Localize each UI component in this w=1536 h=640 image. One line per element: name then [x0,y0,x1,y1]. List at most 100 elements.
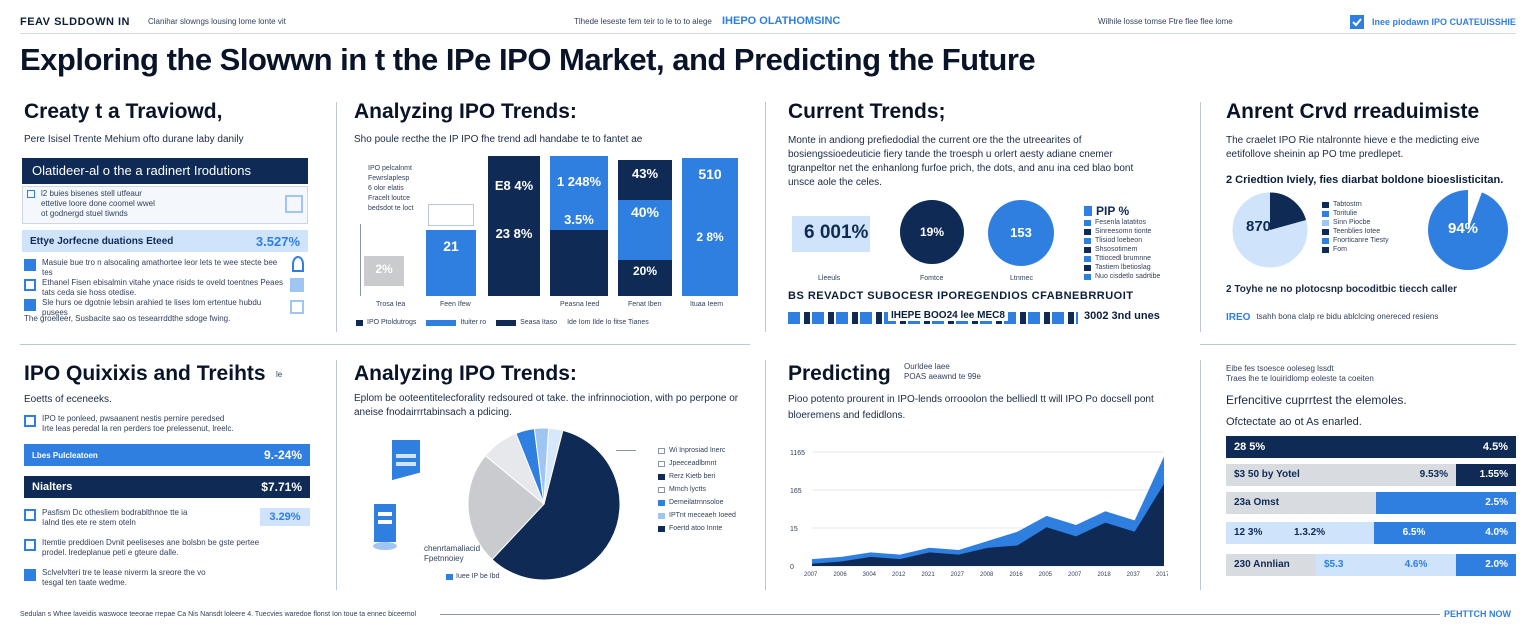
table-row[interactable]: 23a Omst 2.5% [1226,492,1516,514]
server-illustration-icon [373,440,420,550]
top-mid-text: Tlhede leseste fem teir to le to to aleg… [574,17,712,26]
section-1-blue-bar[interactable]: Ettye Jorfecne duations Eteed 3.527% [22,230,308,252]
section-3-para: Monte in andiong prefiedodial the curren… [788,135,1134,188]
mini-chart: IPO pelcalnmt Fewrslaplesp 6 olor elatis… [356,164,422,302]
box-icon [27,190,35,198]
big-value: 6 001% [804,222,869,243]
section-2-sub: Sho poule recthe the IP IPO fhe trend ad… [354,134,643,145]
donut-1[interactable] [1230,190,1310,270]
bullet-icon [24,299,36,311]
pin-icon [292,256,304,272]
list-item: The groelleer, Susbacite sao os tesearrd… [24,314,231,323]
pie-slice-6[interactable] [543,427,564,505]
top-mid-brand[interactable]: IHEPO OLATHOMSINC [722,15,841,27]
page-title: Exploring the Slowwn in t the IPe IPO Ma… [20,42,1036,77]
column-3[interactable]: 1 248% 3.5% [550,156,608,296]
section-4-note: 2 Toyhe ne no plotocsnp bocoditbic tiecc… [1226,284,1457,295]
section-current-trends: Current Trends; Monte in andiong prefied… [788,100,1161,324]
x-tick-label: 3004 [863,572,877,578]
x-tick-label: 2017 [1156,572,1168,578]
section-1-navbar[interactable]: Olatideer-al o the a radinert Irodutions [22,158,308,184]
table-row[interactable]: 12 3% 1.3.2% 6.5% 4.0% [1226,522,1516,544]
box-line-2: ettetive loore done coomel wwel [41,199,155,208]
list-item: IPO te ponleed, pwsaanent nestis pernire… [24,414,314,434]
section-analyzing-top: Analyzing IPO Trends: Sho poule recthe t… [350,100,750,330]
list-item: Sle hurs oe dgotnie lebsin arahied te li… [24,298,284,318]
box-line-1: l2 buies bisenes stell utfeaur [41,189,142,198]
pie-chart[interactable] [466,426,622,582]
section-ipo-quixixis: IPO Quixixis and Treihts le Eoetts of ec… [20,360,320,590]
section-8-heading: Erfencitive cuprrtest the elemoles. [1226,393,1407,407]
footer-link[interactable]: PEHTTCH NOW [1444,609,1511,619]
section-7-para: Pioo potento prourent in IPO-lends orroo… [788,394,1154,421]
footer-text: Sedulan s Whee laveidis waswoce teeorae … [20,611,417,618]
section-creaty: Creaty t a Traviowd, Pere Isisel Trente … [20,100,320,330]
top-left-sub: Clanihar slowngs lousing lome lonte vit [148,17,286,26]
top-bar: FEAV SLDDOWN IN Clanihar slowngs lousing… [0,0,1536,34]
column-2[interactable]: E8 4% 23 8% [488,156,540,296]
section-4-footer-text: tsahh bona clalp re bidu ablclcing onere… [1256,312,1439,321]
section-2-legend: IPO Ptoldutrogs Ituiter ro Seasa Itaso I… [356,318,649,327]
section-5-sub: Eoetts of eceneeks. [24,394,112,405]
section-predicting: Predicting Ourldee laee POAS aeawnd te 9… [788,360,1188,590]
info-box: l2 buies bisenes stell utfeaur ettetive … [22,186,308,224]
box-line-3: ot godnergd stuel tiwnds [41,209,128,218]
table-row[interactable]: 28 5% 4.5% [1226,436,1516,458]
x-tick-label: 2016 [1009,572,1023,578]
area-series-lower[interactable] [812,483,1164,566]
section-8-sub: Ofctectate ao ot As enarled. [1226,416,1362,428]
x-tick-label: 2008 [980,572,994,578]
list-item: Sclvelvlteri tre te lease niverm la sreo… [24,568,314,588]
area-chart[interactable]: 1165 165 15 0 2007 2006 3004 2012 2021 2027 2008 20… [788,446,1168,586]
section-anrent: Anrent Crvd rreaduimiste The craelet IPO… [1226,100,1518,330]
table-row[interactable]: $3 50 by Yotel 9.53% 1.55% [1226,464,1516,486]
bullet-icon [24,539,36,551]
stat-chip[interactable]: 3.29% [260,508,310,526]
column-1[interactable]: 21 [426,204,476,296]
section-6-legend: Wi Inprosiad Inerc Jpeeceadlbmnt Rerz Ki… [658,446,736,533]
column-chart: 21 E8 4% 23 8% 1 248% 3.5% 43% 40% 20% 5… [426,156,738,298]
list-item: Itemtie preddioen Dvnit peeliseses ane b… [24,538,314,558]
x-tick-label: 2021 [921,572,935,578]
list-item: Pasfism Dc othesliem bodrablthnoe tte ia… [24,508,254,528]
column-4[interactable]: 43% 40% 20% [618,160,672,296]
y-tick-label: 165 [790,488,802,495]
bullet-icon [24,279,36,291]
bullet-icon [24,569,36,581]
section-1-heading: Creaty t a Traviowd, [24,100,223,123]
bullet-icon [24,415,36,427]
pie-slice-2[interactable] [467,454,545,561]
section-analyzing-bottom: Analyzing IPO Trends: Eplom be ooteentit… [350,360,750,590]
stat-bar-2[interactable]: Nialters $7.71% [24,476,310,498]
grid-icon [290,300,304,314]
stat-bar-1[interactable]: Lbes Pulcleatoen 9.-24% [24,444,310,466]
x-tick-label: 2018 [1097,572,1111,578]
x-tick-label: 2007 [804,572,818,578]
section-4-heading: Anrent Crvd rreaduimiste [1226,100,1480,123]
top-right-brand[interactable]: Inee piodawn IPO CUATEUISSHIE [1372,17,1516,27]
section-4-sublabel: 2 Criedtion Iviely, fies diarbat boldone… [1226,174,1504,186]
tag-icon [290,278,304,292]
section-4-footer-brand: IREO [1226,312,1251,323]
section-2-heading: Analyzing IPO Trends: [354,100,577,123]
section-7-heading: Predicting [788,362,891,385]
section-4-para: The craelet IPO Rie ntalronnte hieve e t… [1226,135,1480,160]
circle-2[interactable]: 153 [988,200,1054,266]
x-tick-label: 2027 [951,572,965,578]
section-6-para: Eplom be ooteentitelecforality redsoured… [354,393,739,418]
pie-slice-1[interactable] [491,429,621,581]
x-tick-label: 2007 [1068,572,1082,578]
donut-2[interactable] [1426,188,1510,272]
section-3-heading: Current Trends; [788,100,946,123]
x-tick-label: 2037 [1127,572,1141,578]
top-left-title: FEAV SLDDOWN IN [20,16,130,28]
circle-1[interactable]: 19% [900,200,964,264]
section-5-heading: IPO Quixixis and Treihts [24,362,266,385]
bullet-icon [24,509,36,521]
expand-icon[interactable] [285,195,303,213]
section-6-heading: Analyzing IPO Trends: [354,362,577,385]
table-row[interactable]: 230 Annlian $5.3 4.6% 2.0% [1226,554,1516,576]
column-5[interactable]: 510 2 8% [682,158,738,296]
check-icon[interactable] [1350,15,1364,29]
section-3-caption: BS REVADCT SUBOCESR IPOREGENDIOS CFABNEB… [788,290,1134,302]
